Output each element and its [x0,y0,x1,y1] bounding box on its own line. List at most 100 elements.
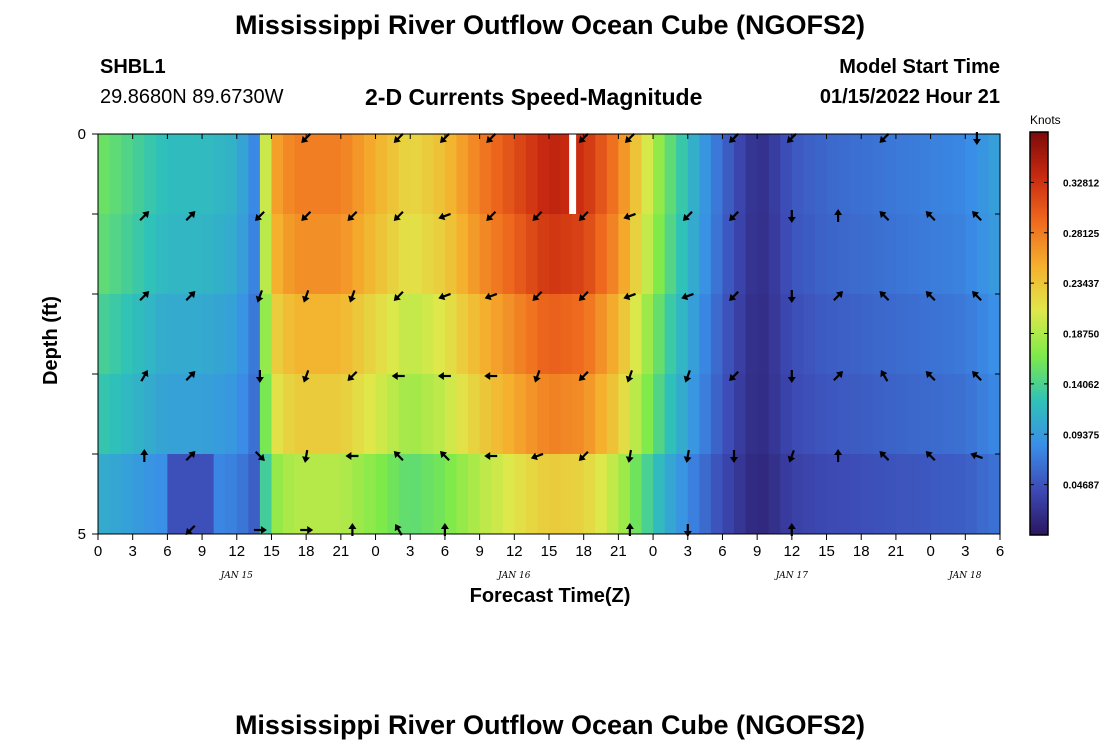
heatmap-cell [699,374,712,455]
heatmap-cell [306,374,319,455]
heatmap-cell [653,454,666,535]
date-label: JAN 17 [774,571,809,581]
heatmap-cell [618,374,631,455]
heatmap-cell [167,214,180,295]
heatmap-cell [352,134,365,215]
x-axis: 0 3 6 9 12 15 18 21 0 3 6 9 12 15 18 21 0 3 6 9 12 15 18 21 0 3 6 J… [94,134,1004,581]
heatmap-cell [387,294,400,375]
heatmap-cell [375,294,388,375]
current-arrow [139,211,150,222]
heatmap-cell [722,214,735,295]
heatmap-cell [410,374,423,455]
heatmap-cell [479,214,492,295]
heatmap-cell [549,214,562,295]
heatmap-cell [444,374,458,455]
current-arrow [730,450,738,463]
heatmap-cell [329,294,342,375]
heatmap-cell [259,294,273,375]
heatmap-cell [653,214,666,295]
heatmap-cell [167,454,180,535]
current-arrow [347,210,358,221]
heatmap-cell [745,214,758,295]
current-arrow [879,211,890,222]
heatmap-cell [930,134,943,215]
heatmap-cell [757,214,770,295]
current-arrow [625,369,634,383]
heatmap-cell [618,134,631,215]
heatmap-cell [560,374,573,455]
heatmap-cell [942,374,955,455]
heatmap-cell [306,214,319,295]
current-arrow [729,210,740,221]
heatmap-cell [363,214,377,295]
current-arrow [787,370,796,383]
heatmap-cell [375,454,388,535]
heatmap-cell [814,454,828,535]
heatmap-cell [167,374,180,455]
heatmap-cell [317,214,330,295]
current-arrow [578,210,589,221]
heatmap-cell [363,454,377,535]
heatmap-cell [872,374,885,455]
heatmap-cell [363,134,377,215]
heatmap-cell [259,374,273,455]
heatmap-cell [456,134,469,215]
current-arrow [140,369,149,382]
heatmap-cell [155,374,168,455]
heatmap-cell [155,454,168,535]
heatmap-cell [306,454,319,535]
current-arrow [345,452,359,460]
heatmap-cell [907,134,920,215]
heatmap-cell [722,294,735,375]
heatmap-cell [653,294,666,375]
heatmap-cell [861,454,874,535]
heatmap-cell [942,294,955,375]
heatmap-cell [294,374,307,455]
heatmap-cell [629,214,643,295]
heatmap-cell [953,374,966,455]
heatmap-cell [953,214,966,295]
heatmap-cell [826,454,839,535]
heatmap-cell [618,214,631,295]
current-arrow [729,132,740,143]
heatmap-cell [826,214,839,295]
heatmap-cell [734,214,747,295]
heatmap-cell [363,294,377,375]
colorbar-tick-label: 0.23437 [1063,279,1100,290]
heatmap-cell [872,294,885,375]
heatmap-cell [514,134,527,215]
x-tick-label: 3 [684,543,692,560]
heatmap-cell [838,454,851,535]
heatmap-cell [121,374,134,455]
heatmap-cell [734,454,747,535]
heatmap-cell [710,134,724,215]
current-arrow [683,369,692,383]
colorbar-tick-label: 0.09375 [1063,430,1100,441]
heatmap-cell [121,214,134,295]
x-tick-label: 18 [298,543,315,560]
current-arrow [185,291,196,302]
heatmap-cell [699,134,712,215]
heatmap-cell [895,134,909,215]
current-arrow [185,211,196,222]
heatmap-cell [225,454,238,535]
heatmap-cell [213,294,226,375]
heatmap-cell [421,134,434,215]
date-label: JAN 16 [496,571,531,581]
colorbar-tick-label: 0.32812 [1063,178,1100,189]
x-tick-label: 9 [475,543,483,560]
current-arrow [484,292,498,301]
heatmap-cell [421,374,434,455]
heatmap-cell [468,454,481,535]
heatmap-cell [468,294,481,375]
heatmap-cell [236,294,249,375]
x-tick-label: 21 [333,543,350,560]
current-arrow [300,526,314,534]
heatmap-cell [641,374,654,455]
heatmap-cell [502,454,515,535]
heatmap-cell [514,374,527,455]
date-label: JAN 18 [947,571,982,581]
heatmap-cell [433,294,446,375]
heatmap-cell [98,454,111,535]
current-arrow [347,370,358,381]
